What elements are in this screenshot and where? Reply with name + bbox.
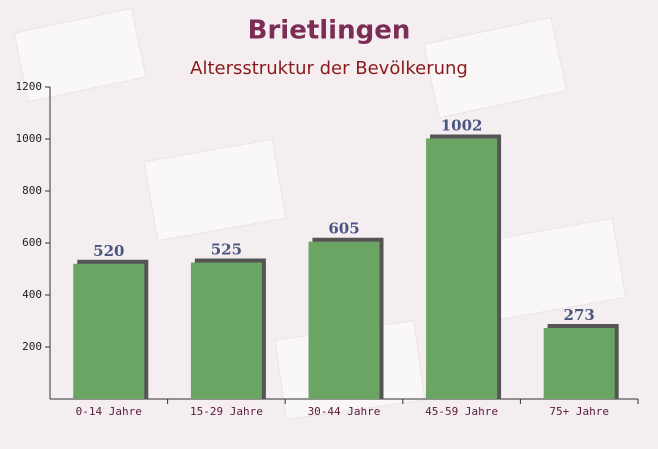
x-tick-label: 0-14 Jahre [76, 405, 142, 418]
value-label: 273 [564, 306, 595, 324]
bar [308, 241, 380, 399]
chart-title: Brietlingen [248, 16, 411, 46]
value-label: 525 [211, 241, 242, 259]
chart-subtitle: Altersstruktur der Bevölkerung [190, 58, 468, 79]
value-label: 520 [93, 242, 124, 260]
bar [190, 262, 262, 399]
y-tick-label: 200 [22, 340, 42, 353]
y-tick-label: 600 [22, 236, 42, 249]
bar [543, 328, 615, 399]
x-tick-label: 75+ Jahre [549, 405, 609, 418]
background-pattern [13, 7, 627, 420]
y-tick-label: 1200 [16, 80, 43, 93]
y-tick-label: 400 [22, 288, 42, 301]
y-tick-label: 1000 [16, 132, 43, 145]
bar [73, 263, 145, 399]
value-label: 1002 [441, 116, 483, 134]
bar [426, 138, 498, 400]
x-tick-label: 30-44 Jahre [308, 405, 381, 418]
y-tick-label: 800 [22, 184, 42, 197]
x-tick-label: 45-59 Jahre [425, 405, 498, 418]
x-tick-label: 15-29 Jahre [190, 405, 263, 418]
value-label: 605 [328, 220, 359, 238]
